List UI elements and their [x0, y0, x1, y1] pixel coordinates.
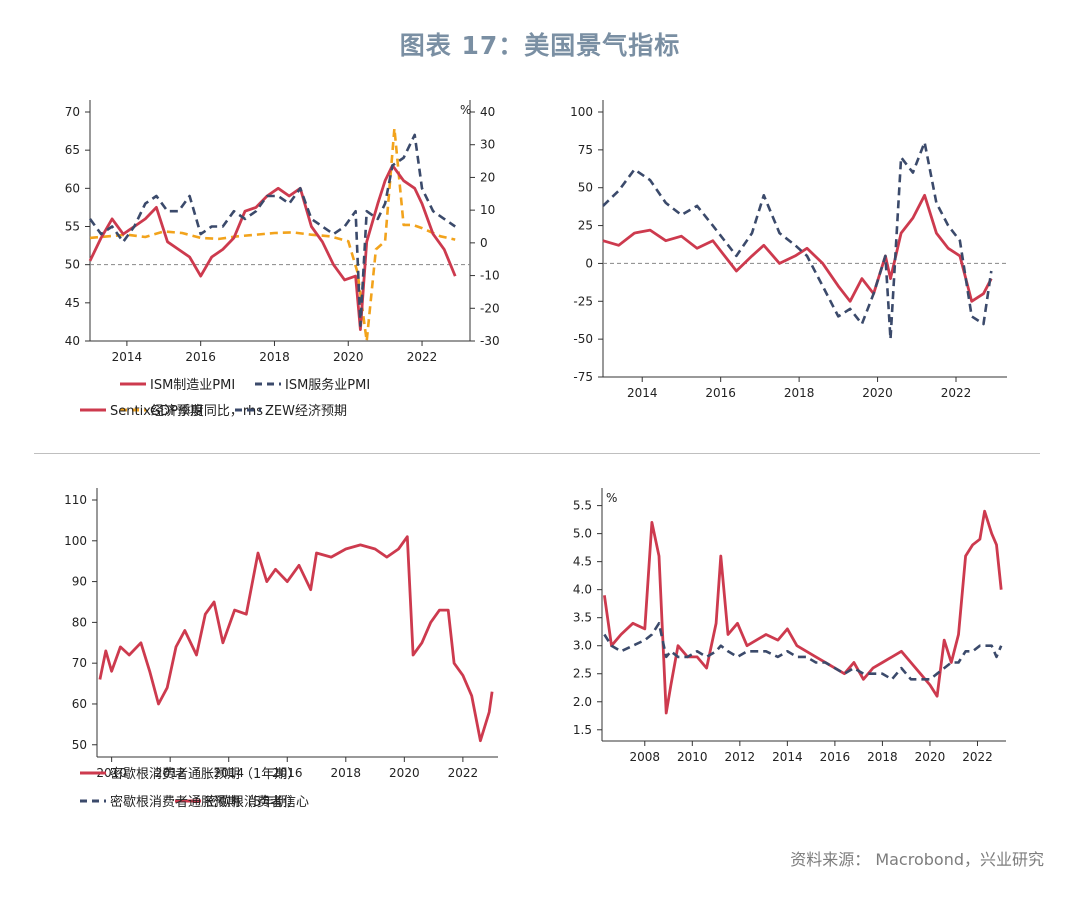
x-tick-label: 2018: [784, 386, 815, 400]
y-tick-label: 4.0: [573, 583, 592, 597]
y-tick-label-right: 30: [480, 138, 495, 152]
y-tick-label: 50: [72, 738, 87, 752]
chart-michigan-confidence: 50 60 70 80 90 100 110 2010 2012 2014 2016 2018 2020…: [64, 488, 498, 810]
legend-label: Sentix经济预期: [110, 404, 203, 419]
source-note: 资料来源： Macrobond，兴业研究: [790, 850, 1044, 869]
x-tick-label: 2016: [705, 386, 736, 400]
line-series-1: [88, 133, 456, 328]
legend-label: GDP季度同比，rhs: [150, 403, 263, 419]
x-tick-label: 2018: [259, 350, 290, 364]
line-series-0: [88, 163, 457, 332]
y-tick-label: 60: [72, 697, 87, 711]
y-tick-label: -75: [573, 370, 593, 384]
legend-label: ISM制造业PMI: [150, 378, 235, 393]
x-tick-label: 2010: [96, 766, 127, 780]
y-tick-label: 3.0: [573, 639, 592, 653]
y-tick-label: 55: [65, 220, 80, 234]
y-tick-label: 60: [65, 181, 80, 195]
y-tick-label-right: -10: [480, 269, 500, 283]
y-tick-label: 65: [65, 143, 80, 157]
x-tick-label: 2008: [630, 750, 661, 764]
x-tick-label: 2022: [962, 750, 993, 764]
y-tick-label: 80: [72, 615, 87, 629]
y-tick-label: 70: [65, 105, 80, 119]
y-tick-label: 4.5: [573, 555, 592, 569]
y-tick-label: 5.5: [573, 499, 592, 513]
y-tick-label: 1.5: [573, 723, 592, 737]
y-tick-label-right: 10: [480, 203, 495, 217]
y-tick-label: 110: [64, 493, 87, 507]
chart-ism-gdp: 40 45 50 55 60 65 70 -30 -20 -10 0 10 20 30 40% 2014 201…: [65, 100, 500, 419]
y-unit-label: %: [460, 103, 471, 117]
x-tick-label: 2022: [448, 766, 479, 780]
line-series-0: [98, 535, 494, 743]
legend-label: 密歇根消费者通胀预期（5年期）: [110, 794, 300, 810]
y-tick-label: 2.0: [573, 695, 592, 709]
x-tick-label: 2018: [331, 766, 362, 780]
x-tick-label: 2020: [862, 386, 893, 400]
y-tick-label: 50: [65, 258, 80, 272]
x-tick-label: 2014: [627, 386, 658, 400]
legend-label: ISM服务业PMI: [285, 377, 370, 393]
y-tick-label-right: 20: [480, 170, 495, 184]
line-series-0: [603, 509, 1003, 715]
x-tick-label: 2020: [915, 750, 946, 764]
y-unit-label: %: [606, 491, 617, 505]
y-tick-label: 25: [578, 219, 593, 233]
y-tick-label: 100: [570, 105, 593, 119]
legend-label: 密歇根消费者信心: [205, 794, 309, 810]
chart-michigan-inflation-expectations: 1.5 2.0 2.5 3.0 3.5 4.0 4.5 5.0 5.5% 2008 2010 2012…: [80, 488, 1006, 810]
x-tick-label: 2016: [820, 750, 851, 764]
y-tick-label: 5.0: [573, 527, 592, 541]
y-tick-label: 40: [65, 334, 80, 348]
x-tick-label: 2016: [272, 766, 303, 780]
section-divider: [34, 453, 1040, 454]
x-tick-label: 2018: [867, 750, 898, 764]
x-tick-label: 2014: [213, 766, 244, 780]
line-series-1: [603, 622, 1003, 681]
x-tick-label: 2012: [155, 766, 186, 780]
y-tick-label: -25: [573, 294, 593, 308]
line-series-1: [602, 141, 993, 341]
y-tick-label: 45: [65, 296, 80, 310]
legend-label: 密歇根消费者通胀预期（1年期）: [110, 766, 300, 782]
y-tick-label: 2.5: [573, 667, 592, 681]
line-series-0: [602, 193, 993, 303]
y-tick-label: 50: [578, 181, 593, 195]
x-tick-label: 2014: [772, 750, 803, 764]
y-tick-label: 75: [578, 143, 593, 157]
y-tick-label-right: -30: [480, 334, 500, 348]
x-tick-label: 2020: [389, 766, 420, 780]
legend-label: ZEW经济预期: [265, 404, 347, 419]
x-tick-label: 2014: [112, 350, 143, 364]
y-tick-label-right: 0: [480, 236, 488, 250]
line-series-2: [89, 127, 456, 343]
x-tick-label: 2022: [407, 350, 438, 364]
y-tick-label-right: 40: [480, 105, 495, 119]
x-tick-label: 2012: [725, 750, 756, 764]
figure-title: 图表 17：美国景气指标: [399, 31, 681, 60]
x-tick-label: 2022: [941, 386, 972, 400]
y-tick-label-right: -20: [480, 301, 500, 315]
x-tick-label: 2010: [677, 750, 708, 764]
y-tick-label: 0: [585, 256, 593, 270]
y-tick-label: 3.5: [573, 611, 592, 625]
y-tick-label: 70: [72, 656, 87, 670]
y-tick-label: 90: [72, 575, 87, 589]
y-tick-label: -50: [573, 332, 593, 346]
y-tick-label: 100: [64, 534, 87, 548]
x-tick-label: 2020: [333, 350, 364, 364]
x-tick-label: 2016: [185, 350, 216, 364]
